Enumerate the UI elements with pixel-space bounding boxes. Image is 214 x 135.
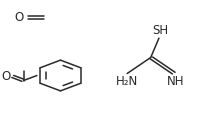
Text: SH: SH	[153, 24, 169, 37]
Text: NH: NH	[167, 75, 184, 88]
Text: O: O	[15, 11, 24, 24]
Text: O: O	[1, 70, 10, 83]
Text: H₂N: H₂N	[116, 75, 138, 88]
